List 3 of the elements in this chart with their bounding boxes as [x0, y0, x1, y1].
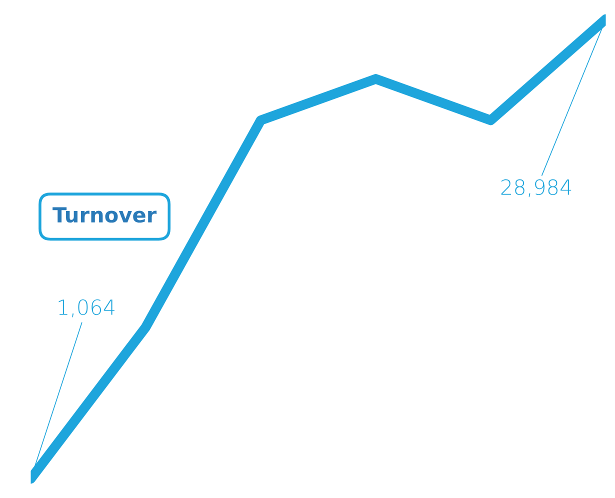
annotation: 28,984	[501, 179, 572, 198]
annotation: 1,064	[58, 299, 114, 318]
annotation: Turnover	[52, 207, 157, 223]
